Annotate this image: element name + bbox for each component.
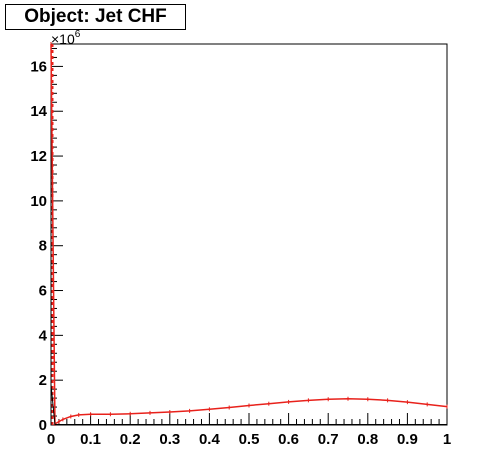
series-group bbox=[50, 42, 448, 426]
y-tick-label: 4 bbox=[39, 327, 48, 344]
y-tick-label: 6 bbox=[39, 283, 47, 300]
y-tick-label: 14 bbox=[30, 103, 47, 120]
x-tick-label: 0.6 bbox=[278, 431, 299, 448]
x-tick-label: 0.8 bbox=[357, 431, 378, 448]
y-tick-label: 10 bbox=[30, 193, 47, 210]
x-tick-label: 1 bbox=[443, 431, 451, 448]
x-tick-label: 0.4 bbox=[199, 431, 221, 448]
y-tick-label: 16 bbox=[30, 58, 47, 75]
y-multiplier-label: ×106 bbox=[51, 29, 81, 47]
x-tick-label: 0.7 bbox=[318, 431, 339, 448]
x-tick-label: 0.1 bbox=[80, 431, 101, 448]
svg-text:×106: ×106 bbox=[51, 29, 81, 47]
x-tick-label: 0.5 bbox=[239, 431, 260, 448]
chart-title: Object: Jet CHF bbox=[5, 4, 186, 30]
y-tick-label: 8 bbox=[39, 238, 47, 255]
x-tick-label: 0.9 bbox=[397, 431, 418, 448]
x-tick-label: 0.2 bbox=[120, 431, 141, 448]
plot-frame bbox=[50, 43, 448, 426]
y-tick-label: 12 bbox=[30, 148, 47, 165]
y-multiplier-base: ×10 bbox=[51, 31, 75, 47]
series-line bbox=[50, 43, 448, 426]
series-line bbox=[50, 384, 447, 426]
x-tick-label: 0 bbox=[47, 431, 55, 448]
axes: 0 0.1 0.2 0.3 0.4 0.5 0.6 0.7 0.8 0.9 102468101214… bbox=[30, 47, 451, 448]
y-tick-label: 2 bbox=[39, 372, 47, 389]
y-tick-label: 0 bbox=[39, 417, 47, 434]
x-tick-label: 0.3 bbox=[159, 431, 180, 448]
y-multiplier-exponent: 6 bbox=[75, 29, 81, 40]
